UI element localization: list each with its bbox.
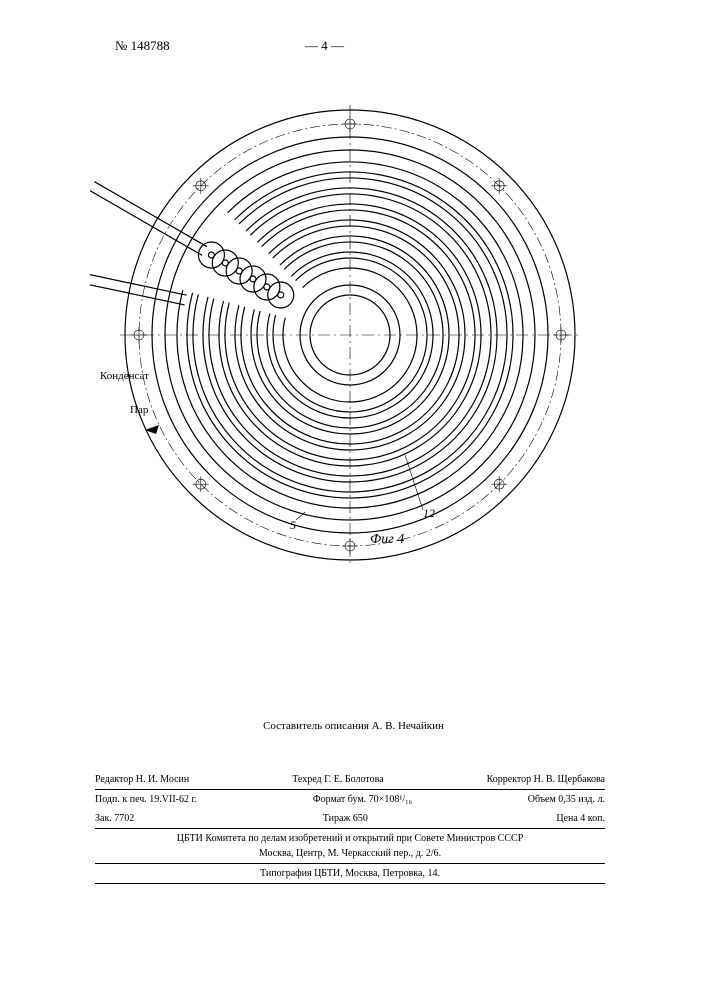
author-credit: Составитель описания А. В. Нечайкин bbox=[0, 720, 707, 732]
figure-label: Фиг 4 bbox=[370, 532, 404, 548]
order-num: Зак. 7702 bbox=[95, 811, 134, 826]
techred: Техред Г. Е. Болотова bbox=[292, 772, 383, 787]
price: Цена 4 коп. bbox=[556, 811, 605, 826]
callout-5: 5 bbox=[290, 518, 296, 533]
footer-row-3: Зак. 7702 Тираж 650 Цена 4 коп. bbox=[95, 809, 605, 828]
corrector: Корректор Н. В. Щербакова bbox=[487, 772, 605, 787]
footer-typography: Типография ЦБТИ, Москва, Петровка, 14. bbox=[95, 863, 605, 884]
spiral-coil-diagram bbox=[90, 100, 610, 570]
label-steam: Пар bbox=[130, 404, 148, 416]
org-name: ЦБТИ Комитета по делам изобретений и отк… bbox=[177, 833, 524, 844]
label-condensate: Конденсат bbox=[100, 370, 149, 382]
page-number: — 4 — bbox=[305, 38, 344, 54]
org-address: Москва, Центр, М. Черкасский пер., д. 2/… bbox=[259, 848, 441, 859]
patent-number: № 148788 bbox=[115, 38, 170, 54]
tirage: Тираж 650 bbox=[323, 811, 368, 826]
footer-org: ЦБТИ Комитета по делам изобретений и отк… bbox=[95, 828, 605, 863]
imprint-footer: Редактор Н. И. Мосин Техред Г. Е. Болото… bbox=[95, 770, 605, 884]
footer-row-1: Редактор Н. И. Мосин Техред Г. Е. Болото… bbox=[95, 770, 605, 789]
figure-4: Конденсат Пар 5 12 Фиг 4 bbox=[90, 100, 610, 570]
paper-format: Формат бум. 70×108¹/₁₆ bbox=[313, 792, 412, 807]
volume: Объем 0,35 изд. л. bbox=[528, 792, 605, 807]
print-date: Подп. к печ. 19.VII-62 г. bbox=[95, 792, 197, 807]
callout-12: 12 bbox=[423, 506, 435, 521]
footer-row-2: Подп. к печ. 19.VII-62 г. Формат бум. 70… bbox=[95, 789, 605, 809]
editor: Редактор Н. И. Мосин bbox=[95, 772, 189, 787]
